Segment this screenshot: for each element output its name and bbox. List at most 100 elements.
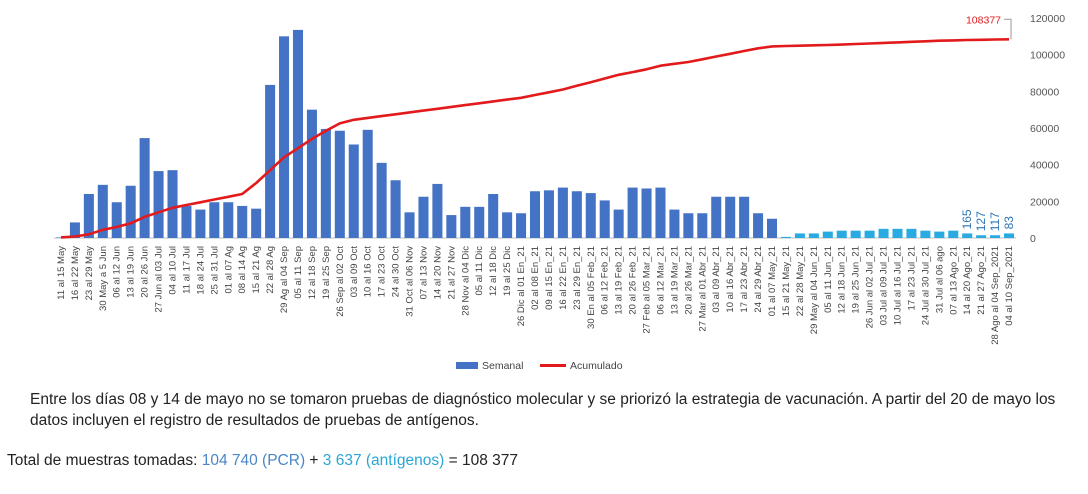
bar-semanal [529,191,541,238]
x-tick-label: 15 al 21 May_21 [781,246,792,316]
x-tick-label: 10 al 16 Abr_21 [725,246,736,313]
legend-label-acumulado: Acumulado [570,360,623,372]
bar-semanal [516,213,527,238]
bar-semanal [55,237,66,238]
vaccination-note: Entre los días 08 y 14 de mayo no se tom… [30,391,1056,429]
x-tick-label: 26 Jun al 02 Jul_21 [865,246,876,328]
y-tick-label: 100000 [1030,50,1065,62]
y-tick-label: 120000 [1030,13,1065,25]
bar-semanal [139,138,150,238]
x-tick-label: 11 al 17 Jul [181,246,192,294]
x-tick-label: 29 May al 04 Jun_21 [809,246,820,334]
x-tick-label: 20 al 26 Mar_21 [683,246,694,315]
x-tick-label: 07 al 13 Nov [418,246,429,300]
bar-semanal [348,144,359,238]
bar-semanal [502,212,513,238]
x-tick-label: 29 Ag al 04 Sep [279,246,290,313]
bar-semanal [934,231,945,238]
legend-swatch-semanal [456,362,478,369]
x-tick-label: 26 Sep al 02 Oct [335,246,346,317]
bar-semanal [97,184,108,238]
bar-semanal [976,235,987,238]
x-tick-label: 16 al 22 May [70,246,81,301]
bar-semanal [306,109,317,239]
x-tick-label: 05 al 11 Dic [474,246,485,296]
bar-semanal [488,194,499,238]
x-tick-label: 15 al 21 Ag [251,246,262,294]
total-samples-line: Total de muestras tomadas: 104 740 (PCR)… [7,452,518,470]
x-tick-label: 12 al 18 Jun_21 [837,246,848,314]
bar-semanal [334,130,345,238]
x-tick-label: 04 al 10 Sep_2021 [1004,246,1015,326]
bar-semanal [209,202,220,238]
bar-semanal [557,187,568,238]
x-tick-label: 22 al 28 Ag [265,246,276,294]
y-tick-label: 40000 [1030,160,1059,172]
bar-data-label: 83 [1002,216,1016,230]
x-tick-label: 07 al 13 Ago_21 [948,246,959,315]
bar-semanal [265,84,276,239]
bar-semanal [69,222,80,238]
x-tick-label: 10 al 16 Oct [363,246,374,298]
x-tick-label: 11 al 15 May [56,246,67,300]
bar-semanal [739,196,750,238]
x-tick-label: 17 al 23 Abr_21 [739,246,750,313]
x-tick-label: 28 Ago al 04 Sep_2021 [990,246,1001,345]
x-tick-label: 09 al 15 En_21 [544,246,555,310]
x-tick-label: 27 Mar al 01 Abr_21 [697,246,708,332]
bar-semanal [990,235,1001,238]
x-tick-label: 28 Nov al 04 Dic [460,246,471,316]
bar-semanal [320,128,331,238]
x-tick-label: 03 al 09 Oct [349,246,360,298]
x-tick-label: 27 Jun al 03 Jul [154,246,165,313]
x-tick-label: 01 al 07 May_21 [767,246,778,316]
bar-semanal [725,196,736,238]
bar-semanal [920,230,931,238]
bar-semanal [711,196,722,238]
x-tick-label: 18 al 24 Jul [195,246,206,295]
y-tick-label: 0 [1030,233,1036,245]
x-tick-label: 20 al 26 Feb_21 [628,246,639,315]
bar-semanal [167,170,178,238]
x-tick-label: 13 al 19 Mar_21 [669,246,680,315]
bar-semanal [418,196,429,238]
x-tick-label: 03 Jul al 09 Jul_21 [879,246,890,325]
x-tick-label: 19 al 25 Sep [321,246,332,299]
bar-semanal [683,213,694,238]
callout-leader [1004,18,1012,40]
bar-semanal [474,206,485,238]
x-tick-label: 05 al 11 Jun_21 [823,246,834,313]
x-tick-label: 23 al 29 En_21 [572,246,583,310]
bar-semanal [223,202,234,238]
bar-semanal [655,187,666,238]
bar-semanal [432,183,443,238]
x-tick-label: 23 al 29 May [84,246,95,301]
bar-semanal [850,230,861,238]
antigen-total: 3 637 (antígenos) [322,452,445,469]
bar-semanal [794,233,805,238]
bar-semanal [362,129,373,238]
bar-semanal [571,191,582,238]
x-tick-label: 24 al 30 Oct [391,246,402,298]
bar-semanal [822,231,833,238]
x-tick-label: 04 al 10 Jul [168,246,179,295]
bar-semanal [125,185,136,238]
bar-semanal [697,213,708,238]
x-tick-label: 03 al 09 Abr_21 [711,246,722,313]
bar-semanal [627,187,638,238]
bar-semanal [83,194,94,238]
bar-semanal [153,171,164,238]
line-acumulado [60,38,1010,239]
x-tick-label: 19 al 25 Jun_21 [851,246,862,314]
x-tick-label: 14 al 20 Nov [432,246,443,300]
x-tick-label: 10 Jul al 16 Jul_21 [892,246,903,325]
bar-semanal [878,228,889,238]
x-tick-label: 17 al 23 Oct [377,246,388,298]
x-tick-label: 25 al 31 Jul [209,246,220,295]
x-tick-label: 30 May a 5 Jun [98,246,109,311]
y-tick-label: 60000 [1030,123,1059,135]
x-tick-label: 24 al 29 Abr_21 [753,246,764,313]
bar-data-label: 165 [960,209,974,229]
x-tick-label: 21 al 27 Nov [446,246,457,300]
x-tick-label: 24 Jul al 30 Jul_21 [920,246,931,325]
